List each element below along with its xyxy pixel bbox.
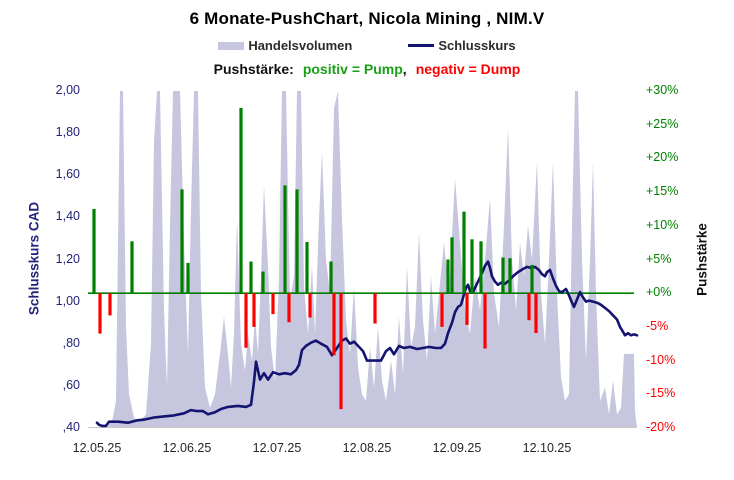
push-bar-positive	[180, 189, 184, 294]
chart-title: 6 Monate-PushChart, Nicola Mining , NIM.…	[189, 9, 545, 28]
right-axis-tick-label: +5%	[646, 251, 672, 266]
push-bar-negative	[108, 293, 112, 316]
push-bar-positive	[186, 262, 190, 294]
x-axis-tick-label: 12.05.25	[72, 441, 122, 455]
push-bar-positive	[249, 261, 253, 294]
legend-close-label: Schlusskurs	[438, 38, 516, 53]
push-bar-negative	[534, 293, 538, 333]
left-axis-tick-label: ,60	[62, 377, 80, 392]
right-axis-tick-label: +0%	[646, 285, 672, 300]
x-axis-tick-label: 12.08.25	[342, 441, 392, 455]
push-bar-positive	[295, 189, 299, 294]
right-axis-tick-label: +30%	[646, 83, 679, 97]
push-legend-label: Pushstärke:	[213, 61, 294, 77]
right-axis-tick-label: +15%	[646, 184, 679, 199]
legend-volume-label: Handelsvolumen	[248, 38, 353, 53]
push-bar-negative	[465, 293, 469, 325]
push-bar-positive	[470, 239, 474, 294]
push-bar-positive	[239, 107, 243, 294]
left-axis-tick-label: 1,80	[55, 125, 80, 140]
volume-area-series	[88, 91, 640, 428]
push-bar-positive	[283, 185, 287, 294]
price-line-series	[95, 260, 639, 428]
volume-swatch-icon	[218, 41, 245, 50]
legend: Handelsvolumen Schlusskurs	[0, 38, 734, 53]
push-bar-negative	[440, 293, 444, 327]
push-bar-negative	[483, 293, 487, 349]
right-axis-tick-label: +10%	[646, 217, 679, 232]
push-bar-positive	[530, 264, 534, 294]
price-line-swatch-icon	[408, 43, 435, 48]
plot-area	[88, 91, 640, 428]
right-axis-title: Pushstärke	[694, 223, 710, 296]
push-bar-positive	[446, 259, 450, 294]
x-axis-tick-label: 12.06.25	[162, 441, 212, 455]
push-bar-negative	[98, 293, 102, 334]
legend-item-close: Schlusskurs	[408, 38, 516, 53]
right-axis-tick-label: -10%	[646, 352, 676, 367]
push-bar-negative	[252, 293, 256, 327]
legend-item-volume: Handelsvolumen	[218, 38, 352, 53]
push-legend-positive: positiv = Pump	[302, 61, 403, 77]
push-bar-positive	[450, 237, 454, 294]
left-axis-tick-label: 2,00	[55, 83, 80, 97]
push-bar-negative	[332, 293, 336, 356]
x-axis-tick-label: 12.10.25	[522, 441, 572, 455]
push-bar-positive	[261, 271, 265, 294]
left-axis-tick-label: ,80	[62, 335, 80, 350]
push-bar-positive	[479, 241, 483, 294]
push-bar-positive	[501, 257, 505, 294]
right-axis-tick-label: -15%	[646, 386, 676, 401]
left-axis-tick-label: 1,60	[55, 167, 80, 182]
push-bar-positive	[305, 242, 309, 294]
push-legend-negative: negativ = Dump	[415, 61, 521, 77]
left-axis-tick-label: 1,20	[55, 251, 80, 266]
push-bar-negative	[373, 293, 377, 324]
push-bar-positive	[130, 241, 134, 294]
push-bar-negative	[308, 293, 312, 318]
push-legend-separator: ,	[402, 61, 407, 77]
push-bar-positive	[462, 211, 466, 294]
right-axis-tick-label: -20%	[646, 420, 676, 434]
push-legend: Pushstärke: positiv = Pump , negativ = D…	[0, 61, 734, 77]
push-bar-negative	[271, 293, 275, 315]
push-bar-negative	[527, 293, 531, 321]
left-axis-tick-label: 1,40	[55, 209, 80, 224]
push-bar-negative	[287, 293, 291, 323]
push-bar-positive	[92, 208, 96, 294]
left-axis-tick-label: 1,00	[55, 293, 80, 308]
right-axis-tick-label: +20%	[646, 150, 679, 165]
left-axis-tick-label: ,40	[62, 420, 80, 434]
push-bar-positive	[329, 261, 333, 294]
push-bar-negative	[339, 293, 343, 410]
right-axis-tick-label: +25%	[646, 116, 679, 131]
x-axis-tick-label: 12.09.25	[432, 441, 482, 455]
right-axis-tick-label: -5%	[646, 318, 669, 333]
x-axis-tick-label: 12.07.25	[252, 441, 302, 455]
push-bar-negative	[244, 293, 248, 348]
push-bar-positive	[508, 258, 512, 294]
